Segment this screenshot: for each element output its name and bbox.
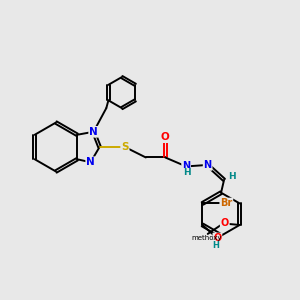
- Text: O: O: [161, 132, 170, 142]
- Text: O: O: [213, 233, 221, 243]
- Text: methoxy: methoxy: [191, 236, 221, 242]
- Text: Br: Br: [220, 199, 232, 208]
- Text: N: N: [86, 157, 95, 167]
- Text: N: N: [89, 127, 98, 137]
- Text: H: H: [183, 169, 190, 178]
- Text: H: H: [228, 172, 235, 181]
- Text: H: H: [212, 242, 219, 250]
- Text: N: N: [182, 161, 190, 171]
- Text: S: S: [121, 142, 129, 152]
- Text: N: N: [204, 160, 212, 170]
- Text: O: O: [220, 218, 229, 229]
